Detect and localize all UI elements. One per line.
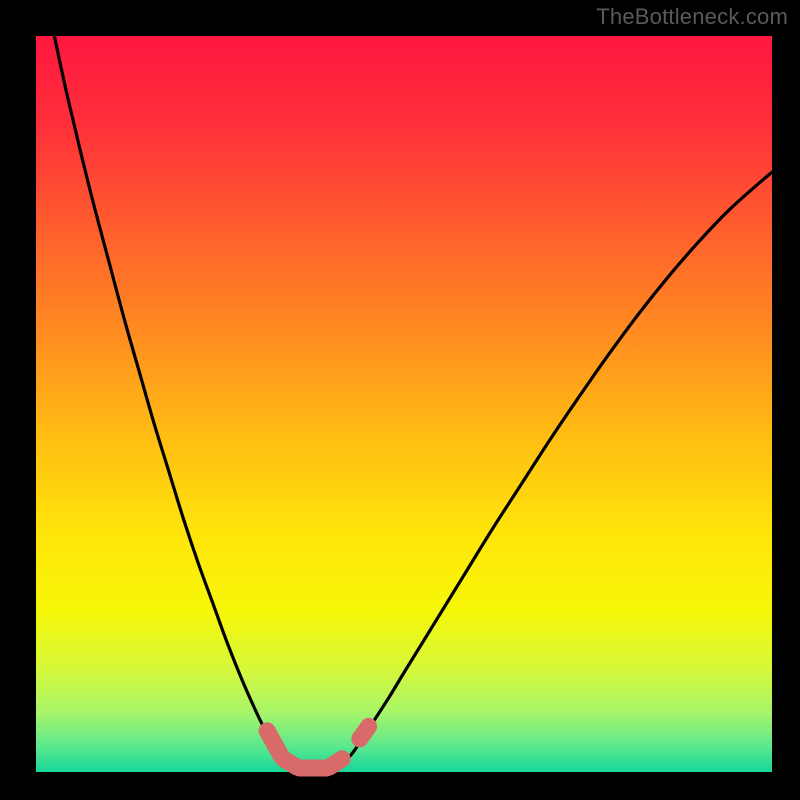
highlight-capsule — [330, 759, 343, 767]
highlight-capsule — [360, 726, 369, 739]
chart-root: TheBottleneck.com — [0, 0, 800, 800]
chart-svg — [0, 0, 800, 800]
bottleneck-curve — [54, 36, 772, 771]
